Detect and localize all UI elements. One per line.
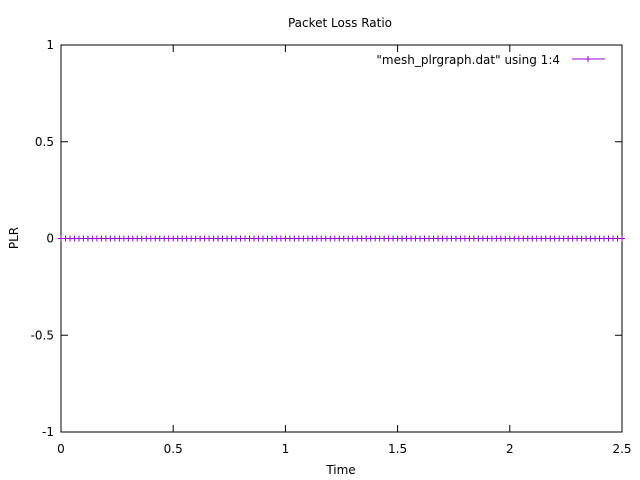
y-tick-label: -0.5 — [31, 328, 54, 342]
x-tick-label: 1 — [282, 442, 290, 456]
legend-marker — [585, 56, 591, 62]
y-tick-label: 1 — [46, 38, 54, 52]
y-tick-label: -1 — [42, 425, 54, 439]
y-tick-labels: 1 0.5 0 -0.5 -1 — [31, 38, 54, 439]
y-tick-label: 0.5 — [35, 135, 54, 149]
x-axis-label: Time — [325, 463, 355, 477]
x-tick-label: 0 — [57, 442, 65, 456]
x-tick-label: 0.5 — [164, 442, 183, 456]
x-tick-label: 1.5 — [388, 442, 407, 456]
data-point — [619, 235, 625, 242]
y-axis-label: PLR — [7, 227, 21, 249]
x-tick-label: 2.5 — [612, 442, 631, 456]
legend-label: "mesh_plrgraph.dat" using 1:4 — [376, 53, 560, 67]
legend: "mesh_plrgraph.dat" using 1:4 — [376, 53, 605, 67]
series-group — [58, 235, 625, 242]
y-tick-label: 0 — [46, 232, 54, 246]
x-tick-label: 2 — [506, 442, 514, 456]
x-tick-labels: 0 0.5 1 1.5 2 2.5 — [57, 442, 631, 456]
chart-title: Packet Loss Ratio — [288, 16, 392, 30]
